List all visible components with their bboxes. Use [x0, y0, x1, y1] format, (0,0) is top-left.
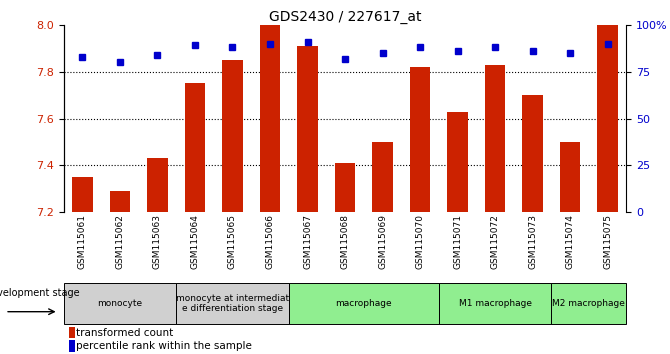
- Text: GSM115062: GSM115062: [115, 214, 125, 269]
- Text: M2 macrophage: M2 macrophage: [553, 299, 625, 308]
- Bar: [110, 191, 130, 212]
- Text: GSM115069: GSM115069: [378, 214, 387, 269]
- Text: transformed count: transformed count: [76, 328, 174, 338]
- FancyBboxPatch shape: [176, 283, 289, 324]
- Bar: [222, 60, 243, 212]
- Bar: [485, 65, 505, 212]
- Bar: [147, 159, 168, 212]
- Text: GSM115068: GSM115068: [340, 214, 350, 269]
- Text: GSM115073: GSM115073: [528, 214, 537, 269]
- Bar: [560, 142, 580, 212]
- Text: development stage: development stage: [0, 289, 79, 298]
- Bar: [373, 142, 393, 212]
- Text: macrophage: macrophage: [336, 299, 392, 308]
- Text: monocyte at intermediat
e differentiation stage: monocyte at intermediat e differentiatio…: [176, 294, 289, 313]
- Text: GSM115061: GSM115061: [78, 214, 87, 269]
- Bar: [410, 67, 430, 212]
- Text: GSM115064: GSM115064: [190, 214, 200, 269]
- Bar: [185, 84, 205, 212]
- Text: percentile rank within the sample: percentile rank within the sample: [76, 341, 252, 351]
- Text: GSM115074: GSM115074: [565, 214, 575, 269]
- Text: GSM115067: GSM115067: [303, 214, 312, 269]
- FancyBboxPatch shape: [551, 283, 626, 324]
- Bar: [260, 25, 280, 212]
- Bar: [523, 95, 543, 212]
- FancyBboxPatch shape: [64, 283, 176, 324]
- Text: GSM115070: GSM115070: [415, 214, 425, 269]
- Text: GSM115065: GSM115065: [228, 214, 237, 269]
- Bar: [69, 340, 75, 352]
- Text: GSM115066: GSM115066: [265, 214, 275, 269]
- Title: GDS2430 / 227617_at: GDS2430 / 227617_at: [269, 10, 421, 24]
- Text: GSM115075: GSM115075: [603, 214, 612, 269]
- FancyBboxPatch shape: [289, 283, 439, 324]
- Text: monocyte: monocyte: [97, 299, 143, 308]
- Text: M1 macrophage: M1 macrophage: [459, 299, 531, 308]
- FancyBboxPatch shape: [439, 283, 551, 324]
- Bar: [72, 177, 92, 212]
- Text: GSM115072: GSM115072: [490, 214, 500, 269]
- Bar: [598, 25, 618, 212]
- Bar: [335, 163, 355, 212]
- Bar: [297, 46, 318, 212]
- Text: GSM115071: GSM115071: [453, 214, 462, 269]
- Text: GSM115063: GSM115063: [153, 214, 162, 269]
- Bar: [448, 112, 468, 212]
- Bar: [69, 327, 75, 338]
